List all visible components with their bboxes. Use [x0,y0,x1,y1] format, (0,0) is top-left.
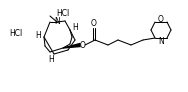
Text: N: N [158,37,164,46]
Text: HCl: HCl [56,9,70,18]
Text: O: O [91,20,97,29]
Text: H: H [72,23,78,32]
Text: HCl: HCl [9,30,22,38]
Text: N: N [54,17,60,26]
Polygon shape [63,44,80,48]
Text: O: O [80,40,86,49]
Text: O: O [158,15,164,23]
Text: H: H [35,31,41,39]
Text: H: H [48,54,54,63]
